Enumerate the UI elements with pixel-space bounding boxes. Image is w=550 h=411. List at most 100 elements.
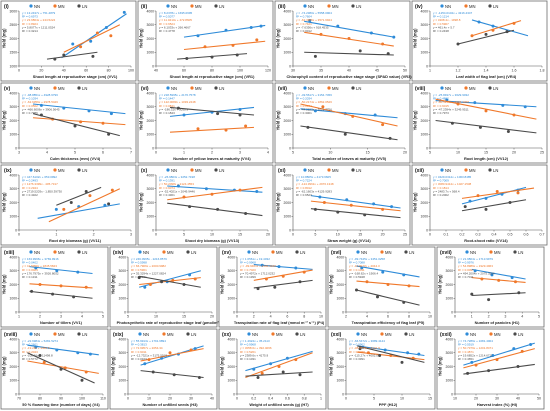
y-tick-label: 3000: [283, 23, 291, 27]
panel-label: (xiii): [4, 250, 15, 256]
regression-equation: y = -62.1603x + 4129.9283: [296, 189, 332, 193]
y-tick-label: 0: [426, 228, 428, 232]
legend-label-ln: LN: [356, 86, 361, 91]
fit-line-ln: [457, 29, 515, 45]
fit-line-nn: [356, 265, 420, 278]
y-tick-label: 4000: [336, 337, 344, 341]
legend-label-mn: MN: [167, 250, 174, 255]
point-ln: [516, 365, 520, 368]
x-tick-label: 2: [253, 315, 255, 319]
point-mn: [470, 34, 474, 38]
legend-marker-mn: [53, 168, 57, 172]
y-tick-label: 3000: [9, 269, 17, 273]
chart-panel-x: (x) NN MN LN 0 5 10 15 20 0 1000 2000 3000 4000 Shoot …: [137, 164, 274, 246]
legend-marker-ln: [214, 168, 218, 172]
y-tick-label: 1000: [420, 133, 428, 137]
x-tick-label: 10: [210, 233, 214, 237]
y-tick-label: 0: [426, 146, 428, 150]
x-tick-label: 5: [538, 315, 540, 319]
point-ln: [235, 53, 239, 57]
chart-panel-xv: (xv) NN MN LN 0 2 4 6 8 10 0 1000 2000 3000 4000 Transp…: [218, 246, 327, 328]
regression-equation: y = -168.62x + 1906.4: [349, 271, 379, 275]
chart-panel-v: (v) NN MN LN 3 4 5 6 7 0 1000 2000 3000 4000 Culm thic…: [0, 82, 137, 164]
point-nn: [193, 347, 197, 351]
regression-equation: y = -25.8497x + 3629.9032: [433, 93, 469, 97]
legend-marker-nn: [356, 250, 360, 254]
point-ln: [355, 288, 358, 292]
point-nn: [196, 34, 200, 38]
point-ln: [466, 371, 470, 375]
legend-marker-mn: [464, 86, 468, 90]
point-mn: [147, 358, 151, 362]
fit-line-mn: [48, 188, 121, 223]
fit-line-nn: [61, 13, 127, 59]
point-ln: [470, 292, 474, 296]
point-mn: [366, 351, 370, 355]
x-tick-label: 45: [375, 69, 379, 73]
y-axis-label: Yield (mg): [438, 274, 443, 295]
y-tick-label: 1000: [336, 379, 344, 383]
regression-equation: R² = 0.6523: [296, 193, 312, 197]
legend-marker-mn: [190, 4, 194, 8]
legend-label-ln: LN: [82, 168, 87, 173]
panel-label: (xvi): [331, 250, 342, 256]
panel-frame: [411, 0, 548, 82]
legend-marker-nn: [166, 168, 170, 172]
x-tick-label: 6: [387, 315, 389, 319]
legend-label-ln: LN: [493, 4, 498, 9]
legend-label-ln: LN: [82, 332, 87, 337]
point-mn: [79, 45, 83, 49]
point-ln: [400, 360, 404, 364]
panel-label: (vii): [278, 86, 287, 92]
regression-equation: y = 246.0965x - 2216.8579: [131, 257, 167, 261]
chart-panel-xii: (xii) NN MN LN 0 0.1 0.2 0.3 0.4 0.5 0.6 0.7 0 1000 20…: [411, 164, 548, 246]
regression-equation: y = 11.0414x + 472.8605: [159, 18, 192, 22]
legend-label-mn: MN: [494, 332, 501, 337]
panel-label: (xxi): [331, 332, 342, 338]
legend-marker-mn: [464, 168, 468, 172]
point-mn: [277, 365, 281, 368]
y-tick-label: 4000: [445, 255, 453, 259]
point-nn: [259, 24, 263, 28]
legend-label-ln: LN: [219, 168, 224, 173]
y-tick-label: 0: [124, 392, 126, 396]
fit-line-ln: [32, 113, 120, 137]
point-mn: [264, 277, 268, 281]
point-nn: [473, 101, 477, 105]
point-mn: [101, 121, 105, 125]
point-ln: [281, 370, 285, 374]
legend-marker-ln: [214, 86, 218, 90]
regression-equation: y = 50.2098x + 2124.4553: [159, 182, 194, 186]
regression-equation: R² = 0.0402: [22, 261, 38, 265]
regression-equation: y = 494.2004x + 2075.3554: [458, 271, 495, 275]
point-nn: [318, 195, 322, 199]
regression-equation: R² = 0.5919: [458, 343, 474, 347]
y-tick-label: 3000: [9, 351, 17, 355]
y-tick-label: 1000: [283, 51, 291, 55]
point-nn: [336, 24, 340, 28]
chart-panel-xxi: (xxi) NN MN LN 0 5 10 15 0 1000 2000 3000 4000 PPF (H…: [327, 328, 436, 410]
regression-equation: R² = 0.0374: [296, 104, 312, 108]
legend-label-nn: NN: [470, 332, 476, 337]
y-tick-label: 2000: [336, 283, 344, 287]
regression-equation: y = -44.2223x + 3021.7756: [296, 107, 332, 111]
x-axis-label: Root-shoot ratio (VV14): [464, 238, 508, 243]
point-nn: [87, 109, 91, 113]
x-tick-label: 70: [17, 397, 21, 401]
fit-line-ln: [356, 289, 420, 306]
regression-equation: y = 10.8805x + 4173.6605: [296, 175, 331, 179]
regression-equation: y = 3208.4x - 1998.8: [433, 18, 461, 22]
point-mn: [476, 194, 480, 198]
y-axis-label: Yield (mg): [139, 110, 144, 131]
y-tick-label: 2000: [9, 37, 17, 41]
legend-label-nn: NN: [143, 332, 149, 337]
point-nn: [372, 202, 376, 206]
legend-marker-ln: [214, 4, 218, 8]
panel-label: (ix): [4, 168, 12, 174]
point-nn: [510, 276, 514, 280]
fit-line-ln: [253, 279, 313, 289]
legend-marker-ln: [404, 250, 408, 254]
x-tick-label: 0: [429, 233, 431, 237]
y-tick-label: 3000: [227, 351, 235, 355]
x-tick-label: 5: [183, 233, 185, 237]
